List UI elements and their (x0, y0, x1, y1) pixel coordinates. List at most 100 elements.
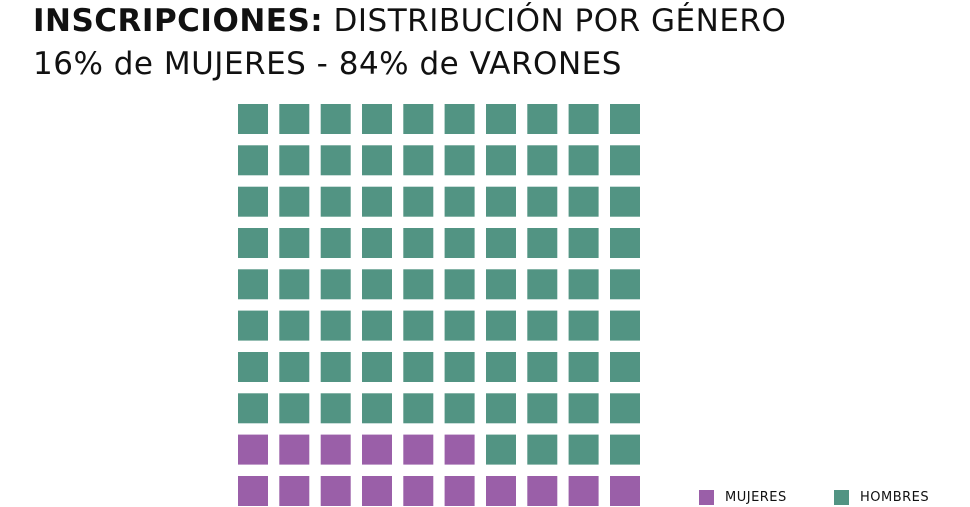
waffle-cell-hombres (527, 269, 558, 300)
waffle-cell-mujeres (444, 434, 475, 465)
waffle-cell-hombres (527, 228, 558, 258)
waffle-cell-hombres (568, 310, 599, 341)
waffle-cell-hombres (362, 104, 392, 134)
waffle-cell-hombres (238, 186, 268, 217)
chart-title-rest: DISTRIBUCIÓN POR GÉNERO (333, 3, 787, 39)
waffle-cell-hombres (320, 186, 351, 217)
waffle-cell-hombres (527, 145, 558, 176)
waffle-cell-hombres (527, 310, 558, 341)
waffle-cell-hombres (610, 310, 640, 341)
waffle-cell-mujeres (362, 476, 392, 506)
waffle-cell-hombres (238, 310, 268, 341)
waffle-cell-hombres (527, 104, 558, 134)
waffle-cell-mujeres (320, 434, 351, 465)
waffle-cell-hombres (403, 352, 434, 382)
waffle-cell-hombres (568, 104, 599, 134)
waffle-cell-hombres (527, 186, 558, 217)
waffle-cell-hombres (362, 269, 392, 300)
legend-swatch-hombres (834, 489, 849, 505)
waffle-cell-hombres (610, 186, 640, 217)
waffle-cell-hombres (279, 104, 310, 134)
chart-title: INSCRIPCIONES: DISTRIBUCIÓN POR GÉNERO (33, 0, 786, 43)
waffle-cell-hombres (610, 352, 640, 382)
waffle-cell-hombres (610, 228, 640, 258)
waffle-cell-hombres (444, 352, 475, 382)
waffle-cell-hombres (444, 104, 475, 134)
waffle-cell-hombres (362, 228, 392, 258)
waffle-cell-hombres (486, 145, 516, 176)
waffle-cell-hombres (320, 145, 351, 176)
waffle-cell-hombres (403, 393, 434, 424)
waffle-cell-hombres (444, 269, 475, 300)
waffle-cell-hombres (362, 310, 392, 341)
waffle-cell-hombres (403, 145, 434, 176)
waffle-cell-hombres (527, 352, 558, 382)
waffle-cell-hombres (403, 310, 434, 341)
waffle-cell-hombres (568, 352, 599, 382)
waffle-cell-hombres (568, 393, 599, 424)
legend-label-mujeres: MUJERES (725, 489, 787, 505)
legend-swatch-mujeres (699, 489, 714, 505)
waffle-cell-hombres (238, 104, 268, 134)
waffle-cell-hombres (610, 434, 640, 465)
waffle-cell-hombres (320, 104, 351, 134)
chart-subtitle: 16% de MUJERES - 84% de VARONES (33, 46, 622, 82)
waffle-cell-hombres (279, 145, 310, 176)
waffle-cell-hombres (279, 393, 310, 424)
waffle-cell-hombres (279, 228, 310, 258)
waffle-cell-hombres (486, 228, 516, 258)
waffle-cell-mujeres (238, 434, 268, 465)
waffle-cell-hombres (444, 186, 475, 217)
waffle-cell-hombres (568, 186, 599, 217)
waffle-cell-hombres (444, 145, 475, 176)
waffle-cell-hombres (320, 352, 351, 382)
waffle-cell-mujeres (279, 476, 310, 506)
waffle-cell-mujeres (238, 476, 268, 506)
waffle-cell-hombres (238, 228, 268, 258)
waffle-cell-hombres (568, 269, 599, 300)
waffle-cell-hombres (486, 393, 516, 424)
waffle-cell-hombres (362, 186, 392, 217)
waffle-cell-mujeres (320, 476, 351, 506)
waffle-cell-hombres (568, 434, 599, 465)
waffle-cell-mujeres (486, 476, 516, 506)
waffle-cell-mujeres (362, 434, 392, 465)
waffle-cell-hombres (610, 104, 640, 134)
legend-item-mujeres: MUJERES (699, 487, 787, 507)
waffle-cell-hombres (486, 186, 516, 217)
waffle-cell-hombres (486, 104, 516, 134)
waffle-cell-mujeres (610, 476, 640, 506)
waffle-cell-hombres (610, 393, 640, 424)
waffle-cell-hombres (279, 269, 310, 300)
waffle-cell-mujeres (403, 434, 434, 465)
waffle-cell-hombres (362, 352, 392, 382)
waffle-cell-mujeres (527, 476, 558, 506)
waffle-cell-hombres (238, 352, 268, 382)
waffle-cell-hombres (486, 310, 516, 341)
waffle-cell-hombres (568, 145, 599, 176)
waffle-cell-hombres (320, 269, 351, 300)
waffle-cell-hombres (362, 145, 392, 176)
waffle-cell-hombres (403, 186, 434, 217)
waffle-cell-hombres (320, 310, 351, 341)
waffle-cell-hombres (238, 145, 268, 176)
legend-item-hombres: HOMBRES (834, 487, 929, 507)
waffle-cell-hombres (527, 393, 558, 424)
waffle-cell-hombres (486, 434, 516, 465)
waffle-cell-hombres (568, 228, 599, 258)
waffle-cell-hombres (279, 186, 310, 217)
waffle-cell-hombres (279, 352, 310, 382)
waffle-cell-hombres (238, 269, 268, 300)
waffle-cell-hombres (444, 310, 475, 341)
waffle-cell-hombres (320, 393, 351, 424)
waffle-cell-hombres (238, 393, 268, 424)
waffle-cell-mujeres (279, 434, 310, 465)
waffle-cell-hombres (610, 145, 640, 176)
waffle-cell-hombres (486, 352, 516, 382)
waffle-cell-mujeres (403, 476, 434, 506)
waffle-cell-hombres (403, 228, 434, 258)
waffle-cell-mujeres (444, 476, 475, 506)
legend-label-hombres: HOMBRES (860, 489, 930, 505)
waffle-cell-hombres (403, 104, 434, 134)
